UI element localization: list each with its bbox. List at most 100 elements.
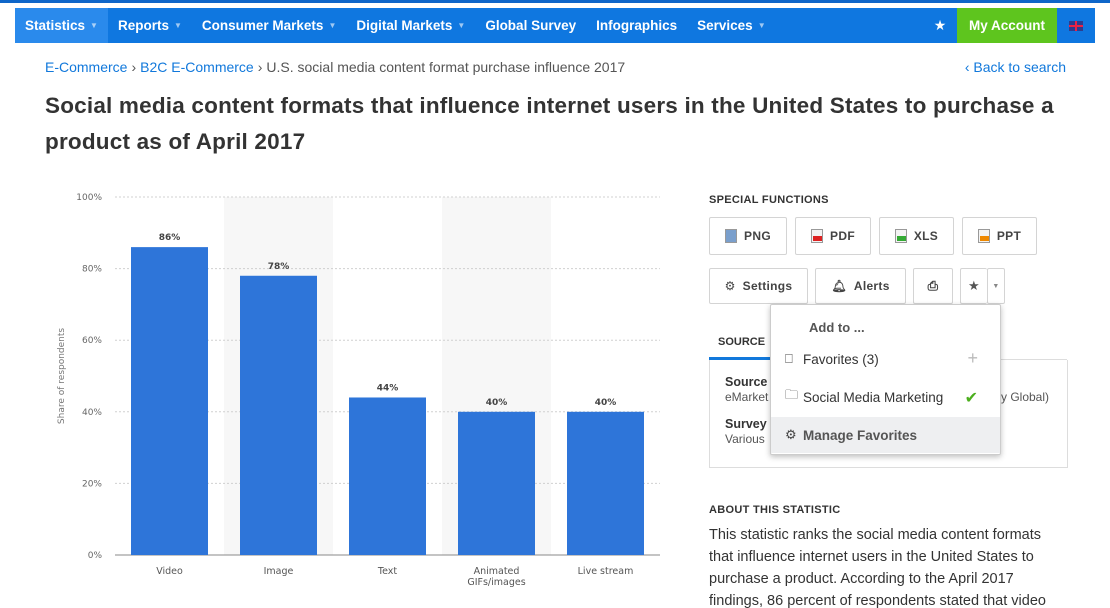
ppt-label: PPT [996,229,1022,243]
png-download-button[interactable]: PNG [709,217,787,255]
y-axis-label: Share of respondents [57,328,67,425]
alerts-label: Alerts [853,279,890,293]
nav-spacer [776,8,923,43]
source-value: eMarket [725,390,769,404]
y-tick-label: 100% [76,193,102,203]
nav-infographics[interactable]: Infographics [586,8,687,43]
bar-value-label: 86% [159,233,181,243]
x-tick-label: GIFs/images [467,577,525,588]
bar-value-label: 40% [595,398,617,408]
nav-global-survey[interactable]: Global Survey [475,8,586,43]
x-tick-label: Video [156,566,183,577]
tab-source[interactable]: SOURCE [709,324,771,360]
bar [131,247,208,555]
nav-label: Consumer Markets [201,18,324,33]
nav-reports[interactable]: Reports ▼ [108,8,192,43]
main-nav-bar: Statistics ▼ Reports ▼ Consumer Markets ▼ D… [15,8,1095,43]
bookmark-icon: ⎕ [785,351,793,366]
chevron-down-icon: ▼ [90,21,98,30]
breadcrumb-ecommerce[interactable]: E-Commerce [45,59,128,75]
y-tick-label: 60% [82,336,102,346]
page-title: Social media content formats that influe… [45,93,1054,154]
favorites-label: Favorites (3) [803,351,879,367]
star-icon: ★ [968,278,980,293]
nav-digital-markets[interactable]: Digital Markets ▼ [346,8,475,43]
bar-value-label: 78% [268,262,290,272]
gear-icon: ⚙ [785,427,797,442]
survey-value: Various [725,432,765,446]
checkmark-icon: ✔ [964,390,978,407]
nav-statistics[interactable]: Statistics ▼ [15,8,108,43]
xls-label: XLS [913,229,939,243]
breadcrumb-b2c-ecommerce[interactable]: B2C E-Commerce [140,59,254,75]
pdf-label: PDF [830,229,855,243]
breadcrumb-separator: › [131,59,137,75]
y-tick-label: 0% [88,551,103,561]
my-account-button[interactable]: My Account [956,8,1057,43]
nav-label: Global Survey [485,18,577,33]
nav-label: Infographics [596,18,678,33]
language-flag-icon[interactable] [1057,8,1095,43]
bell-icon: 🔔︎ [831,279,847,293]
chevron-down-icon: ▼ [992,282,1000,290]
favorite-star-button[interactable]: ★ [960,268,987,304]
y-tick-label: 80% [82,265,102,275]
about-text: This statistic ranks the social media co… [709,527,1046,608]
uk-flag-icon [1069,20,1083,31]
source-box: Source eMarket y Global) Survey Various [709,360,1068,468]
bar-chart: 0% 20% 40% 60% 80% 100% Share of respondents 86… [40,185,680,600]
back-to-search-link[interactable]: ‹ Back to search [964,59,1066,75]
about-title: ABOUT THIS STATISTIC [709,504,841,516]
print-button[interactable]: ⎙ [913,268,953,304]
manage-favorites-label: Manage Favorites [803,427,918,443]
bar-value-label: 40% [486,398,508,408]
settings-button[interactable]: ⚙ Settings [709,268,808,304]
y-tick-label: 20% [82,479,102,489]
nav-label: Reports [117,18,169,33]
source-label: Source [725,375,768,389]
nav-services[interactable]: Services ▼ [687,8,775,43]
pdf-download-button[interactable]: PDF [795,217,871,255]
y-tick-label: 40% [82,408,102,418]
xls-download-button[interactable]: XLS [879,217,954,255]
dropdown-item-social-media-marketing[interactable]: 🗀︎ Social Media Marketing ✔ [771,379,1000,415]
favorite-dropdown-toggle[interactable]: ▼ [987,268,1005,304]
printer-icon: ⎙ [927,278,939,293]
gear-icon: ⚙ [724,279,736,293]
pdf-file-icon [811,229,824,243]
chevron-down-icon: ▼ [757,21,766,30]
bar [349,397,426,555]
dropdown-item-manage-favorites[interactable]: ⚙ Manage Favorites [771,417,1000,453]
nav-label: Digital Markets [356,18,453,33]
breadcrumb: E-Commerce › B2C E-Commerce › U.S. social me… [45,59,625,75]
ppt-download-button[interactable]: PPT [962,217,1037,255]
survey-label: Survey [725,417,767,431]
nav-consumer-markets[interactable]: Consumer Markets ▼ [192,8,346,43]
x-tick-label: Text [377,566,397,577]
bar [240,275,317,555]
nav-label: Services [697,18,753,33]
dropdown-item-favorites[interactable]: ⎕ Favorites (3) + [771,341,1000,377]
add-to-dropdown: Add to ... ⎕ Favorites (3) + 🗀︎ Social M… [770,304,1001,455]
xls-file-icon [894,229,907,243]
star-icon[interactable]: ★ [933,17,947,33]
breadcrumb-current: U.S. social media content format purchas… [266,59,626,75]
chart-svg: 0% 20% 40% 60% 80% 100% Share of respondents 86… [57,193,660,588]
png-file-icon [725,229,738,243]
chevron-down-icon: ▼ [457,21,466,30]
bar-value-label: 44% [377,383,399,393]
special-functions-title: SPECIAL FUNCTIONS [709,194,829,206]
bar [567,411,644,555]
chevron-down-icon: ▼ [173,21,182,30]
bar [458,411,535,555]
x-tick-label: Live stream [578,566,634,577]
x-tick-label: Animated [474,566,520,577]
folder-icon: 🗀︎ [785,387,799,402]
nav-label: Statistics [25,18,86,33]
source-value-continued: y Global) [1001,390,1050,404]
alerts-button[interactable]: 🔔︎ Alerts [815,268,906,304]
ppt-file-icon [977,229,990,243]
settings-label: Settings [742,279,793,293]
plus-icon: + [967,348,978,368]
top-navigation: Statistics ▼ Reports ▼ Consumer Markets ▼ D… [0,0,1110,43]
